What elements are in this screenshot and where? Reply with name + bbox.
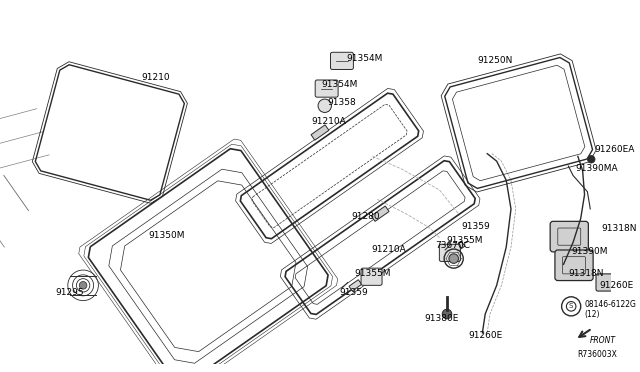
FancyBboxPatch shape xyxy=(361,268,382,285)
Text: 91350M: 91350M xyxy=(148,231,184,240)
Text: 91260E: 91260E xyxy=(468,330,502,340)
Polygon shape xyxy=(371,206,389,221)
Text: 91260EA: 91260EA xyxy=(594,145,634,154)
FancyBboxPatch shape xyxy=(315,80,338,97)
Text: 91359: 91359 xyxy=(339,288,368,298)
Circle shape xyxy=(318,99,332,112)
Text: 91359: 91359 xyxy=(461,222,490,231)
FancyBboxPatch shape xyxy=(440,244,460,262)
Text: 91355M: 91355M xyxy=(355,269,391,278)
Text: 91210: 91210 xyxy=(141,73,170,81)
Text: 91318N: 91318N xyxy=(602,224,637,232)
Circle shape xyxy=(79,282,87,289)
Polygon shape xyxy=(452,241,465,253)
Text: 91354M: 91354M xyxy=(347,54,383,62)
Text: 91390MA: 91390MA xyxy=(575,164,618,173)
Text: 08146-6122G
(12): 08146-6122G (12) xyxy=(584,299,636,319)
Text: 91355M: 91355M xyxy=(446,236,483,245)
Text: S: S xyxy=(569,303,573,310)
Text: 91295: 91295 xyxy=(56,288,84,298)
FancyBboxPatch shape xyxy=(330,52,353,70)
Text: 91250N: 91250N xyxy=(477,57,513,65)
Text: R736003X: R736003X xyxy=(577,350,617,359)
Text: 91210A: 91210A xyxy=(312,116,346,126)
Text: 91390M: 91390M xyxy=(571,247,607,256)
Text: 91260E: 91260E xyxy=(600,281,634,290)
Circle shape xyxy=(449,254,458,263)
Polygon shape xyxy=(311,125,329,140)
Text: 91210A: 91210A xyxy=(372,244,406,254)
Text: 91358: 91358 xyxy=(328,99,356,108)
Circle shape xyxy=(588,155,595,163)
Text: 91380E: 91380E xyxy=(424,314,458,323)
Polygon shape xyxy=(349,280,362,291)
Text: 73670C: 73670C xyxy=(436,241,470,250)
Text: 91318N: 91318N xyxy=(568,269,604,278)
FancyBboxPatch shape xyxy=(550,221,588,252)
Circle shape xyxy=(442,309,452,319)
Text: 91280: 91280 xyxy=(351,212,380,221)
FancyBboxPatch shape xyxy=(555,250,593,280)
FancyBboxPatch shape xyxy=(596,274,619,291)
Text: 91354M: 91354M xyxy=(321,80,357,89)
Text: FRONT: FRONT xyxy=(590,336,616,345)
